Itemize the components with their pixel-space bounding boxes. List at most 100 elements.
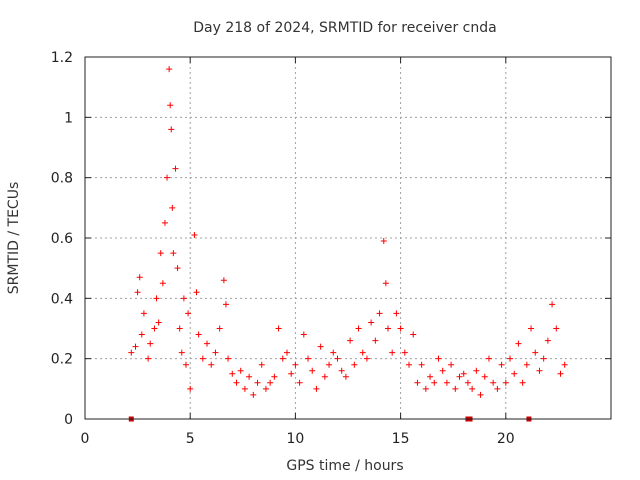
data-point (321, 373, 328, 380)
data-point (147, 340, 154, 347)
y-axis-label: SRMTID / TECUs (6, 182, 22, 295)
data-point (372, 337, 379, 344)
data-point (204, 340, 211, 347)
data-point (439, 367, 446, 374)
data-point (180, 295, 187, 302)
data-point (185, 310, 192, 317)
data-point (145, 355, 152, 362)
data-point (347, 337, 354, 344)
data-point (540, 355, 547, 362)
data-point (161, 219, 168, 226)
data-point (138, 331, 145, 338)
data-point (166, 66, 173, 73)
data-point (172, 165, 179, 172)
data-point (553, 325, 560, 332)
data-point (132, 343, 139, 350)
data-point (313, 385, 320, 392)
data-point (222, 301, 229, 308)
data-point (330, 349, 337, 356)
data-point (435, 355, 442, 362)
data-point (528, 325, 535, 332)
data-point (342, 373, 349, 380)
data-point (536, 367, 543, 374)
data-point (380, 238, 387, 245)
data-point (448, 361, 455, 368)
x-tick-label: 10 (286, 431, 304, 447)
data-point (271, 373, 278, 380)
data-point (246, 373, 253, 380)
y-tick-label: 0 (64, 412, 73, 428)
data-point (418, 361, 425, 368)
data-point (452, 385, 459, 392)
data-point (159, 280, 166, 287)
data-point (414, 379, 421, 386)
y-tick-label: 1 (64, 110, 73, 126)
data-point (490, 379, 497, 386)
data-point (296, 379, 303, 386)
chart-title: Day 218 of 2024, SRMTID for receiver cnd… (193, 20, 496, 36)
x-tick-label: 20 (497, 431, 515, 447)
data-point (422, 385, 429, 392)
data-point (481, 373, 488, 380)
x-tick-label: 5 (186, 431, 195, 447)
data-point (561, 361, 568, 368)
data-point (191, 231, 198, 238)
data-point (288, 370, 295, 377)
data-point (384, 325, 391, 332)
data-point (229, 370, 236, 377)
data-point (136, 274, 143, 281)
y-tick-label: 0.4 (51, 291, 73, 307)
data-point (464, 379, 471, 386)
data-point (233, 379, 240, 386)
data-point (216, 325, 223, 332)
x-tick-label: 0 (81, 431, 90, 447)
y-tick-label: 1.2 (51, 50, 73, 66)
data-point (515, 340, 522, 347)
data-point (309, 367, 316, 374)
plot-frame (84, 56, 612, 420)
data-point (292, 361, 299, 368)
data-point (406, 361, 413, 368)
data-point (199, 355, 206, 362)
data-point (334, 355, 341, 362)
data-point (532, 349, 539, 356)
data-point (195, 331, 202, 338)
data-point (485, 355, 492, 362)
data-point (355, 325, 362, 332)
data-point (359, 349, 366, 356)
x-axis-label: GPS time / hours (286, 458, 403, 474)
data-point (193, 289, 200, 296)
data-point (134, 289, 141, 296)
data-point (174, 265, 181, 272)
data-point (300, 331, 307, 338)
y-tick-label: 0.6 (51, 231, 73, 247)
data-point (351, 361, 358, 368)
grid-layer (85, 57, 611, 419)
data-point (168, 126, 175, 133)
data-point (544, 337, 551, 344)
data-point (305, 355, 312, 362)
data-point (389, 349, 396, 356)
data-point (443, 379, 450, 386)
data-point (368, 319, 375, 326)
data-point (258, 361, 265, 368)
data-point (456, 373, 463, 380)
data-point (460, 370, 467, 377)
data-point (225, 355, 232, 362)
data-point (317, 343, 324, 350)
data-point (502, 379, 509, 386)
data-point (169, 204, 176, 211)
data-point (155, 319, 162, 326)
data-point (283, 349, 290, 356)
data-point (237, 367, 244, 374)
data-point (469, 385, 476, 392)
data-point (338, 367, 345, 374)
data-point (363, 355, 370, 362)
data-point (494, 385, 501, 392)
data-point (279, 355, 286, 362)
axis-ticks: 0 0.2 0.4 0.6 0.8 1 1.2 0 5 10 15 20 (51, 50, 611, 447)
data-point (410, 331, 417, 338)
data-point (250, 391, 257, 398)
data-point (557, 370, 564, 377)
data-point (376, 310, 383, 317)
